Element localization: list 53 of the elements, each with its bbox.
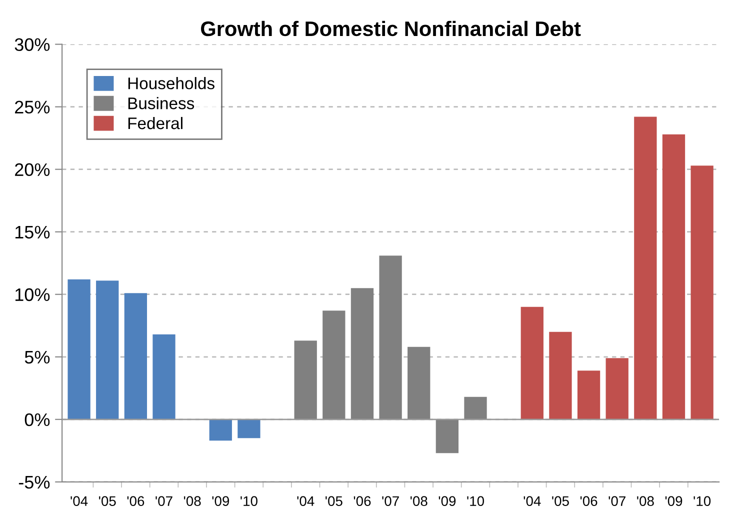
bar	[577, 370, 600, 420]
bar	[350, 288, 374, 420]
x-tick-label: '09	[665, 496, 682, 506]
x-tick-label: '06	[580, 496, 598, 506]
x-tick-label: '07	[156, 496, 172, 506]
bar	[549, 332, 572, 420]
legend-label: Households	[128, 77, 214, 90]
bar	[68, 279, 90, 420]
x-tick-label: '04	[297, 496, 314, 506]
bar	[322, 310, 346, 420]
bar	[238, 419, 260, 438]
legend-label: Federal	[128, 116, 182, 130]
x-tick-label: '10	[467, 496, 484, 506]
y-tick-label: 15%	[15, 226, 50, 239]
bar	[152, 334, 176, 420]
bar	[379, 256, 402, 420]
bar	[634, 116, 657, 420]
y-tick-label: -5%	[18, 476, 50, 489]
bar	[520, 306, 544, 420]
x-tick-label: '04	[70, 496, 88, 506]
bar	[96, 280, 119, 420]
x-tick-label: '10	[694, 496, 711, 506]
x-tick-label: '08	[637, 496, 654, 506]
x-tick-label: '04	[524, 496, 541, 506]
x-tick-label: '05	[326, 496, 342, 506]
bar	[436, 419, 459, 454]
x-tick-label: '08	[410, 496, 428, 506]
x-tick-label: '07	[608, 496, 626, 506]
x-tick-label: '06	[354, 496, 371, 506]
bar	[662, 134, 686, 420]
bar	[209, 419, 232, 441]
x-tick-label: '05	[552, 496, 569, 506]
x-tick-label: '08	[184, 496, 201, 506]
y-tick-label: 30%	[14, 38, 50, 52]
y-tick-label: 10%	[15, 288, 50, 302]
x-tick-label: '09	[212, 496, 230, 506]
y-tick-label: 25%	[15, 100, 50, 114]
bar	[124, 293, 148, 420]
x-tick-label: '09	[438, 496, 456, 506]
y-tick-label: 0%	[24, 413, 50, 426]
x-tick-label: '07	[382, 496, 399, 506]
bar	[408, 346, 430, 420]
bar	[464, 396, 487, 420]
y-tick-label: 20%	[15, 163, 50, 176]
bar	[606, 358, 628, 420]
bar	[690, 166, 714, 420]
bar	[294, 340, 317, 420]
x-tick-label: '06	[127, 496, 144, 506]
x-tick-label: '10	[240, 496, 258, 506]
legend-label: Business	[128, 97, 194, 110]
x-tick-label: '05	[99, 496, 116, 506]
chart-title: Growth of Domestic Nonfinancial Debt	[201, 20, 581, 36]
y-tick-label: 5%	[24, 350, 50, 364]
